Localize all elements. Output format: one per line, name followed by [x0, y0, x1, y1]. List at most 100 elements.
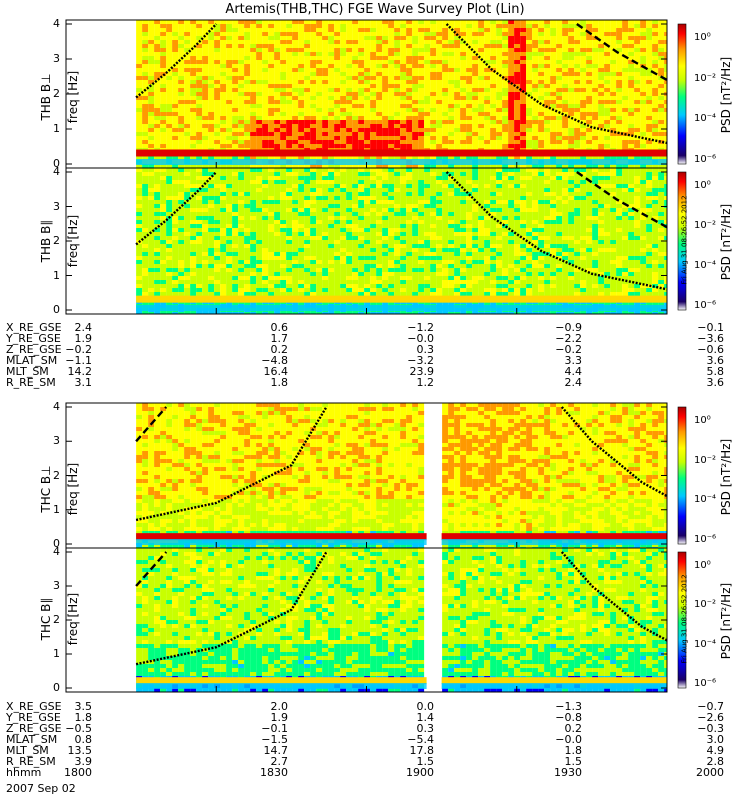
spectrogram-cell [520, 96, 527, 100]
spectrogram-cell [526, 128, 533, 132]
spectrogram-cell [292, 116, 299, 120]
spectrogram-cell [622, 96, 629, 100]
spectrogram-cell [154, 168, 161, 172]
spectrogram-cell [532, 176, 539, 180]
spectrogram-cell [628, 208, 635, 212]
spectrogram-cell [160, 236, 167, 240]
spectrogram-cell [490, 72, 497, 76]
spectrogram-cell [184, 88, 191, 92]
spectrogram-cell [268, 240, 275, 244]
spectrogram-cell [502, 140, 509, 144]
spectrogram-cell [208, 76, 215, 80]
spectrogram-cell [178, 52, 185, 56]
spectrogram-cell [652, 144, 659, 148]
spectrogram-cell [436, 140, 443, 144]
spectrogram-cell [604, 36, 611, 40]
spectrogram-cell [604, 24, 611, 28]
spectrogram-cell [370, 96, 377, 100]
spectrogram-cell [574, 120, 581, 124]
spectrogram-cell [652, 76, 659, 80]
spectrogram-cell [502, 80, 509, 84]
spectrogram-cell [568, 28, 575, 32]
spectrogram-cell [640, 140, 647, 144]
spectrogram-cell [370, 84, 377, 88]
spectrogram-cell [292, 60, 299, 64]
spectrogram-cell [316, 144, 323, 148]
spectrogram-cell [628, 236, 635, 240]
spectrogram-cell [328, 56, 335, 60]
spectrogram-cell [514, 108, 521, 112]
spectrogram-cell [298, 32, 305, 36]
spectrogram-cell [184, 112, 191, 116]
spectrogram-cell [478, 108, 485, 112]
spectrogram-cell [340, 132, 347, 136]
spectrogram-cell [514, 104, 521, 108]
spectrogram-cell [412, 164, 419, 168]
spectrogram-cell [478, 204, 485, 208]
spectrogram-cell [256, 200, 263, 204]
spectrogram-cell [184, 212, 191, 216]
spectrogram-cell [448, 168, 455, 172]
spectrogram-cell [568, 196, 575, 200]
spectrogram-cell [442, 104, 449, 108]
spectrogram-cell [262, 236, 269, 240]
spectrogram-cell [244, 216, 251, 220]
spectrogram-cell [214, 52, 221, 56]
spectrogram-cell [526, 108, 533, 112]
spectrogram-cell [370, 220, 377, 224]
spectrogram-cell [214, 40, 221, 44]
spectrogram-cell [442, 52, 449, 56]
spectrogram-cell [424, 76, 431, 80]
spectrogram-cell [604, 156, 611, 160]
spectrogram-cell [226, 164, 233, 168]
spectrogram-cell [424, 156, 431, 160]
spectrogram-cell [304, 76, 311, 80]
spectrogram-cell [496, 52, 503, 56]
spectrogram-cell [262, 92, 269, 96]
spectrogram-cell [376, 120, 383, 124]
spectrogram-cell [496, 176, 503, 180]
spectrogram-cell [604, 32, 611, 36]
spectrogram-cell [454, 84, 461, 88]
spectrogram-cell [154, 112, 161, 116]
spectrogram-cell [178, 68, 185, 72]
spectrogram-cell [472, 116, 479, 120]
spectrogram-cell [544, 156, 551, 160]
spectrogram-cell [508, 164, 515, 168]
spectrogram-cell [514, 76, 521, 80]
spectrogram-cell [652, 132, 659, 136]
spectrogram-cell [148, 112, 155, 116]
spectrogram-cell [598, 96, 605, 100]
spectrogram-cell [592, 212, 599, 216]
spectrogram-cell [466, 84, 473, 88]
spectrogram-cell [454, 212, 461, 216]
spectrogram-cell [574, 184, 581, 188]
spectrogram-cell [580, 92, 587, 96]
spectrogram-cell [442, 60, 449, 64]
spectrogram-cell [544, 188, 551, 192]
spectrogram-cell [586, 96, 593, 100]
spectrogram-cell [154, 128, 161, 132]
spectrogram-cell [640, 216, 647, 220]
spectrogram-cell [502, 184, 509, 188]
spectrogram-cell [532, 224, 539, 228]
spectrogram-cell [388, 60, 395, 64]
spectrogram-cell [274, 132, 281, 136]
spectrogram-cell [178, 236, 185, 240]
spectrogram-cell [400, 164, 407, 168]
spectrogram-cell [358, 32, 365, 36]
spectrogram-cell [142, 164, 149, 168]
spectrogram-cell [346, 216, 353, 220]
spectrogram-cell [490, 232, 497, 236]
spectrogram-cell [448, 172, 455, 176]
spectrogram-cell [256, 72, 263, 76]
spectrogram-cell [292, 180, 299, 184]
spectrogram-cell [610, 136, 617, 140]
spectrogram-cell [604, 200, 611, 204]
spectrogram-cell [304, 20, 311, 24]
spectrogram-cell [154, 240, 161, 244]
spectrogram-cell [388, 140, 395, 144]
spectrogram-cell [568, 20, 575, 24]
spectrogram-cell [664, 228, 667, 232]
spectrogram-cell [616, 116, 623, 120]
